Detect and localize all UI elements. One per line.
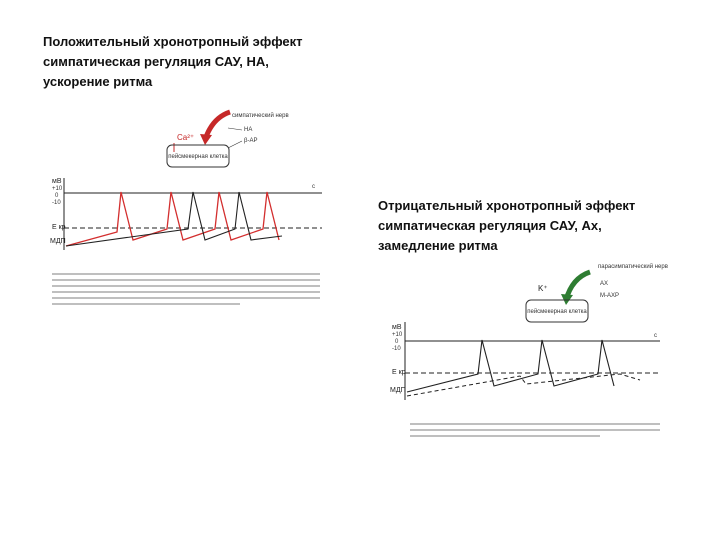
heading-line: симпатическая регуляция САУ, Ах,	[378, 218, 602, 233]
figure-right: парасимпатический нерв K⁺ АХ М-АХР пейсм…	[390, 263, 668, 437]
heading-line: Положительный хронотропный эффект	[43, 34, 303, 49]
caption-left	[52, 273, 320, 305]
figure-left: симпатический нерв Ca²⁺ НА β-АР пейсмеке…	[50, 109, 322, 305]
heading-line: Отрицательный хронотропный эффект	[378, 198, 635, 213]
caption-right	[410, 423, 660, 437]
cell-label: пейсмекерная клетка	[168, 153, 228, 160]
ion-label: K⁺	[538, 284, 548, 293]
heading-line: ускорение ритма	[43, 74, 153, 89]
axis-unit: мВ	[52, 178, 62, 185]
waveform-fast	[65, 191, 280, 247]
axis-tick: -10	[52, 200, 61, 206]
pointer	[227, 127, 243, 131]
axis-unit: мВ	[392, 324, 402, 331]
waveform-slow	[406, 373, 641, 397]
mediator-label: АХ	[600, 281, 608, 287]
heading-line: замедление ритма	[378, 238, 498, 253]
arrow-head	[200, 134, 212, 145]
cell-box	[525, 299, 589, 323]
axis-tick: 0	[55, 193, 59, 199]
axis-tick: +10	[392, 332, 403, 338]
threshold-label: Е кр	[52, 224, 66, 231]
waveform-base	[406, 339, 615, 393]
ion-label: Ca²⁺	[177, 133, 194, 142]
cell-box	[166, 144, 230, 168]
waveform-base	[65, 191, 283, 247]
time-label: с	[312, 184, 315, 190]
cell-label: пейсмекерная клетка	[527, 308, 587, 315]
heading-line: симпатическая регуляция САУ, НА,	[43, 54, 269, 69]
nerve-label: парасимпатический нерв	[598, 263, 668, 270]
axis-tick: -10	[392, 346, 401, 352]
axis-tick: +10	[52, 186, 63, 192]
time-label: с	[654, 333, 657, 339]
receptor-label: М-АХР	[600, 293, 619, 299]
nerve-label: симпатический нерв	[232, 112, 289, 119]
axis-tick: 0	[395, 339, 399, 345]
pointer	[227, 140, 243, 149]
mdp-label: МДП	[50, 238, 66, 245]
mdp-label: МДП	[390, 387, 406, 394]
threshold-label: Е кр	[392, 369, 406, 376]
receptor-label: β-АР	[244, 138, 257, 144]
mediator-label: НА	[244, 127, 252, 133]
